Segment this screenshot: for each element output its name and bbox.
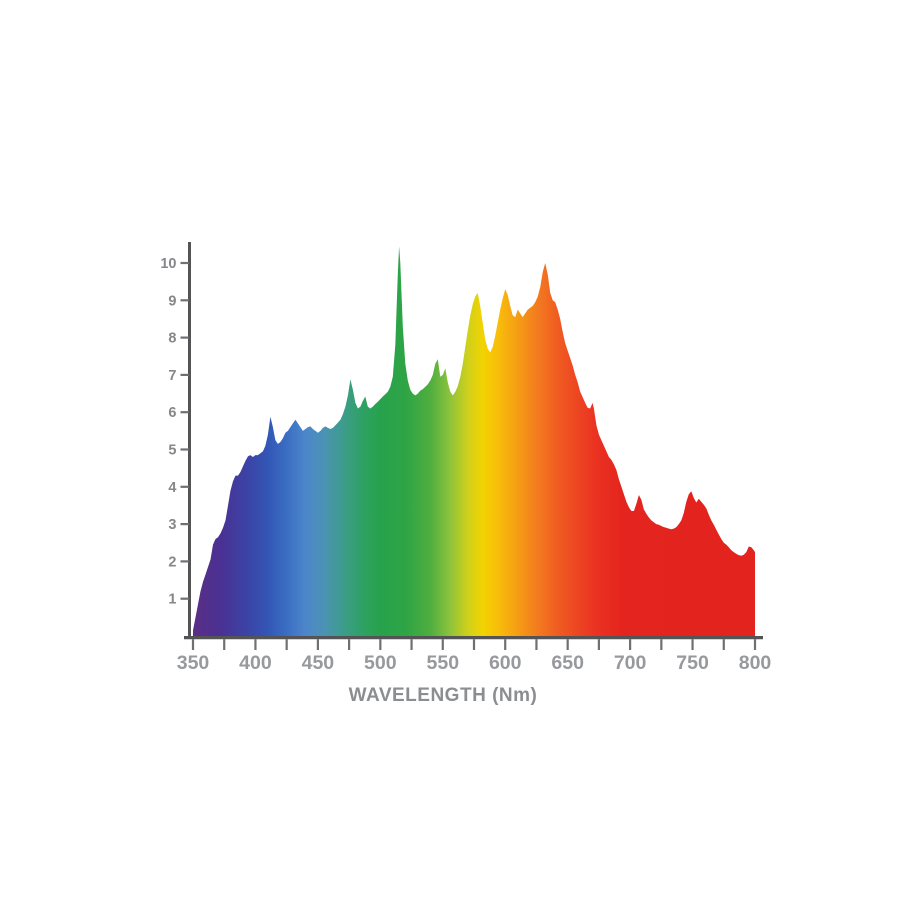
y-axis-tick-label: 8	[168, 331, 176, 347]
x-axis-tick-label: 500	[364, 652, 397, 674]
y-axis-tick-label: 4	[168, 480, 176, 496]
x-axis-title: WAVELENGTH (Nm)	[349, 685, 538, 706]
spectrum-area	[193, 246, 755, 636]
x-axis-tick-label: 650	[551, 652, 584, 674]
y-axis-tick-label: 1	[168, 592, 176, 608]
x-axis-tick-label: 800	[739, 652, 772, 674]
x-axis-tick-label: 750	[676, 652, 709, 674]
y-axis-tick-label: 9	[168, 293, 176, 309]
axes	[180, 242, 763, 650]
y-axis-tick-label: 10	[160, 256, 176, 272]
x-axis-tick-label: 550	[427, 652, 460, 674]
x-axis-tick-labels: 350 400 450 500 550 600 650 700 750 800	[177, 652, 772, 674]
y-axis-tick-labels: 1 2 3 4 5 6 7 8 9 10	[160, 256, 176, 608]
y-axis-tick-label: 2	[168, 554, 176, 570]
x-axis-tick-label: 350	[177, 652, 210, 674]
y-axis-tick-label: 7	[168, 368, 176, 384]
x-axis-tick-label: 450	[302, 652, 335, 674]
x-axis-tick-label: 600	[489, 652, 522, 674]
y-axis-tick-label: 5	[168, 443, 176, 459]
x-axis-tick-label: 400	[239, 652, 272, 674]
y-axis-tick-label: 6	[168, 405, 176, 421]
y-axis-tick-label: 3	[168, 517, 176, 533]
x-axis-tick-label: 700	[614, 652, 647, 674]
